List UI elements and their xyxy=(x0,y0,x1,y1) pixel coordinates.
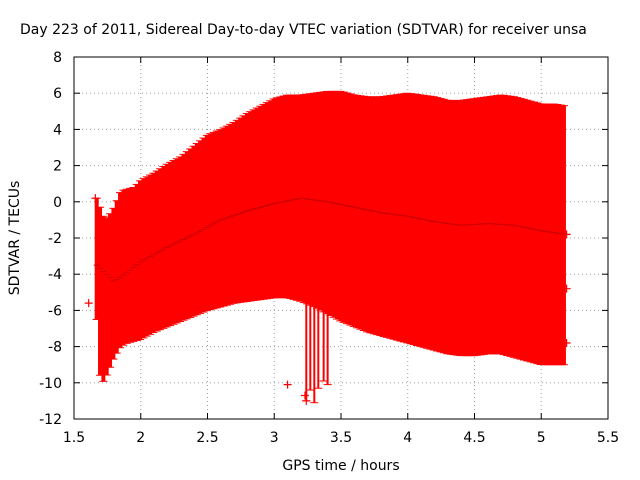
plus-marker xyxy=(283,380,292,389)
x-tick-label: 1.5 xyxy=(63,430,85,446)
x-tick-label: 5 xyxy=(537,430,546,446)
y-tick-label: -8 xyxy=(48,340,62,356)
plus-marker xyxy=(302,396,311,405)
y-tick-label: 8 xyxy=(53,50,62,66)
y-tick-label: 2 xyxy=(53,159,62,175)
y-tick-label: 6 xyxy=(53,86,62,102)
y-tick-label: -6 xyxy=(48,303,62,319)
x-tick-label: 3 xyxy=(270,430,279,446)
y-tick-label: -10 xyxy=(39,376,62,392)
plus-marker xyxy=(562,230,571,239)
x-tick-label: 5.5 xyxy=(597,430,619,446)
x-tick-label: 2.5 xyxy=(196,430,218,446)
plus-marker xyxy=(562,338,571,347)
axis-ticks xyxy=(73,56,609,420)
y-tick-label: 0 xyxy=(53,195,62,211)
x-tick-label: 3.5 xyxy=(330,430,352,446)
error-bars xyxy=(92,90,568,404)
y-tick-label: -2 xyxy=(48,231,62,247)
plus-marker xyxy=(562,284,571,293)
y-tick-label: 4 xyxy=(53,122,62,138)
chart-title: Day 223 of 2011, Sidereal Day-to-day VTE… xyxy=(20,22,587,38)
x-axis-label: GPS time / hours xyxy=(282,458,399,474)
plus-marker xyxy=(300,391,309,400)
y-tick-label: -4 xyxy=(48,267,62,283)
plus-marker xyxy=(84,299,93,308)
y-axis-label: SDTVAR / TECUs xyxy=(7,181,23,296)
x-tick-label: 4 xyxy=(403,430,412,446)
plus-marker xyxy=(91,194,100,203)
x-tick-label: 4.5 xyxy=(463,430,485,446)
y-tick-label: -12 xyxy=(39,412,62,428)
data-points xyxy=(84,194,571,405)
tick-labels: 1.5 2 2.5 3 3.5 4 4.5 5 5.5 -12 -10 -8 -6 -4 -2 0 2 4 6 8 xyxy=(39,50,619,446)
x-tick-label: 2 xyxy=(136,430,145,446)
